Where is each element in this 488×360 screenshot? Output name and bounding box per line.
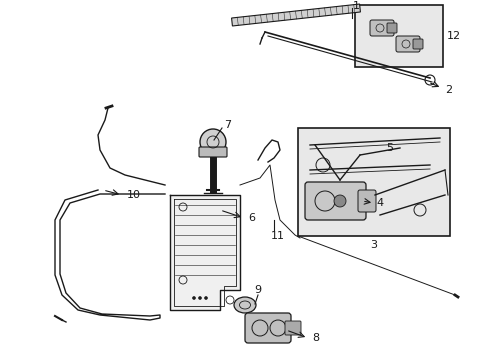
Text: 9: 9	[254, 285, 261, 295]
FancyBboxPatch shape	[412, 39, 422, 49]
Circle shape	[200, 129, 225, 155]
FancyBboxPatch shape	[285, 321, 301, 335]
FancyBboxPatch shape	[305, 182, 365, 220]
Text: 4: 4	[376, 198, 383, 208]
FancyBboxPatch shape	[386, 23, 396, 33]
Polygon shape	[170, 195, 240, 310]
Ellipse shape	[234, 297, 256, 313]
Bar	[354, 5, 442, 67]
FancyBboxPatch shape	[395, 36, 419, 52]
Text: 7: 7	[224, 120, 231, 130]
Text: 6: 6	[248, 213, 255, 223]
Text: 3: 3	[370, 240, 377, 250]
FancyBboxPatch shape	[357, 190, 375, 212]
Circle shape	[192, 297, 195, 300]
Text: 11: 11	[270, 231, 285, 241]
Text: 8: 8	[312, 333, 319, 343]
Circle shape	[204, 297, 207, 300]
Text: 5: 5	[386, 143, 393, 153]
Circle shape	[333, 195, 346, 207]
FancyBboxPatch shape	[244, 313, 290, 343]
Text: 12: 12	[446, 31, 460, 41]
FancyBboxPatch shape	[199, 147, 226, 157]
Text: 2: 2	[445, 85, 451, 95]
FancyBboxPatch shape	[369, 20, 393, 36]
Text: 10: 10	[127, 190, 141, 200]
Text: 1: 1	[352, 1, 359, 11]
Circle shape	[198, 297, 201, 300]
Polygon shape	[231, 4, 360, 26]
Bar	[297, 128, 449, 236]
